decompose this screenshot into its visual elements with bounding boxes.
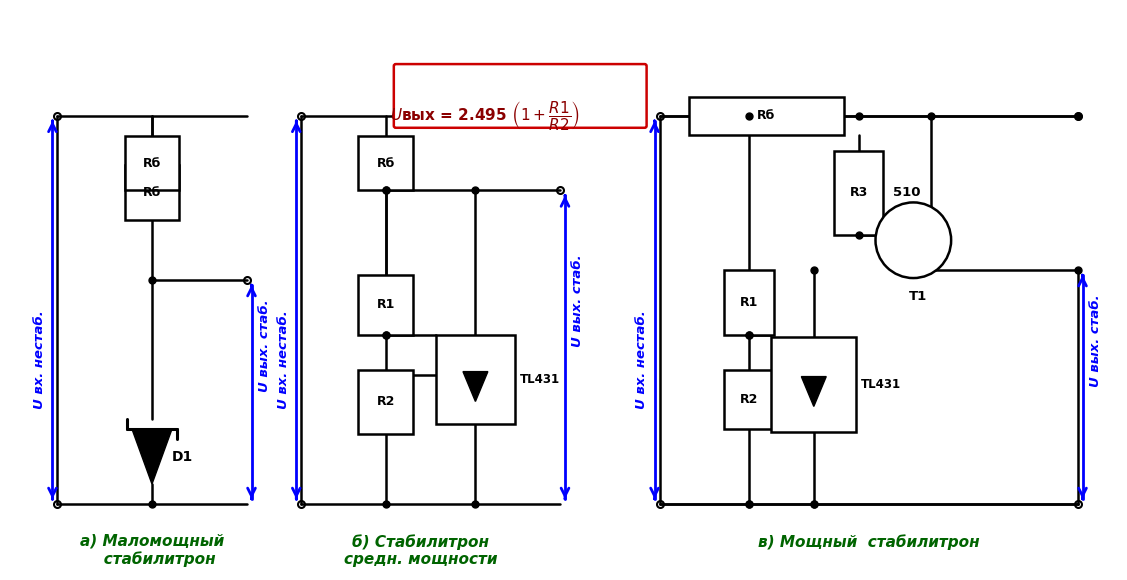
Circle shape [876, 202, 951, 278]
Polygon shape [463, 372, 488, 401]
Bar [125, 136, 179, 190]
Text: TL431: TL431 [521, 373, 560, 386]
Text: T1: T1 [909, 290, 928, 303]
Text: а) Маломощный
   стабилитрон: а) Маломощный стабилитрон [80, 534, 224, 567]
Text: U вх. нестаб.: U вх. нестаб. [33, 310, 46, 409]
Bar [358, 369, 414, 434]
Text: $\it{U}$вых = 2.495 $\left(1+\dfrac{R1}{R2}\right)$: $\it{U}$вых = 2.495 $\left(1+\dfrac{R1}{… [390, 99, 580, 132]
FancyBboxPatch shape [393, 64, 647, 128]
Bar [834, 151, 884, 235]
Polygon shape [801, 376, 826, 407]
Bar [725, 270, 774, 335]
Text: в) Мощный  стабилитрон: в) Мощный стабилитрон [757, 534, 979, 550]
Text: TL431: TL431 [861, 378, 902, 391]
Bar [436, 335, 515, 425]
Text: R3: R3 [850, 186, 868, 200]
Text: U вх. нестаб.: U вх. нестаб. [636, 310, 648, 409]
Bar [125, 165, 179, 220]
Text: U вых. стаб.: U вых. стаб. [1089, 295, 1102, 387]
Text: Rб: Rб [757, 110, 775, 122]
Text: D1: D1 [172, 450, 193, 463]
Polygon shape [132, 429, 172, 484]
Text: R2: R2 [740, 393, 758, 406]
Text: U вых. стаб.: U вых. стаб. [571, 255, 585, 347]
Text: Rб: Rб [143, 157, 161, 169]
Text: Rб: Rб [143, 186, 161, 199]
Text: 510: 510 [894, 186, 921, 200]
Text: б) Стабилитрон
средн. мощности: б) Стабилитрон средн. мощности [344, 534, 497, 567]
Bar [358, 136, 414, 190]
Bar [358, 275, 414, 335]
Bar [725, 369, 774, 429]
Bar [690, 97, 844, 135]
Bar [772, 338, 857, 432]
Text: R1: R1 [376, 299, 396, 311]
Text: R2: R2 [376, 396, 396, 408]
Text: U вых. стаб.: U вых. стаб. [258, 299, 270, 392]
Text: R1: R1 [740, 296, 758, 309]
Text: U вх. нестаб.: U вх. нестаб. [277, 310, 290, 409]
Text: Rб: Rб [376, 157, 396, 169]
